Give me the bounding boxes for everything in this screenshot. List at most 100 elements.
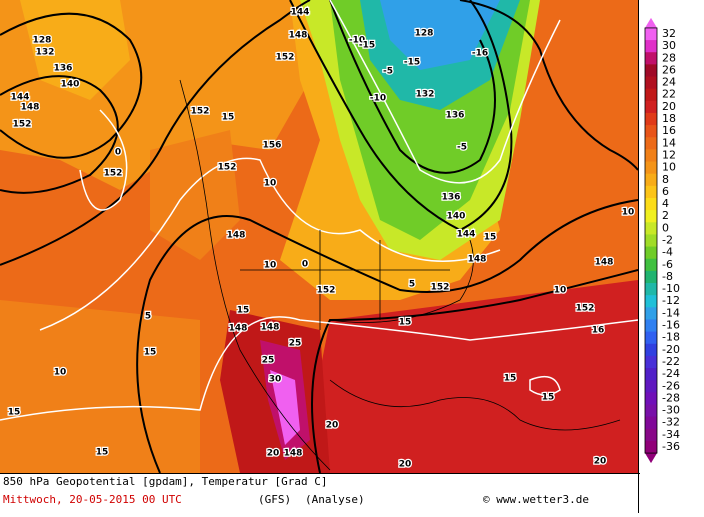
legend-label: -8 — [662, 270, 673, 283]
coastlines — [179, 79, 621, 471]
legend-swatch — [645, 258, 657, 272]
contour-label: 5 — [145, 312, 151, 322]
contour-label: 15 — [237, 306, 250, 316]
contour-label: 128 — [33, 36, 52, 46]
contour-label: -5 — [383, 67, 393, 77]
legend-swatch — [645, 355, 657, 369]
legend-swatch — [645, 161, 657, 175]
caption-model: (GFS) — [258, 493, 291, 506]
legend-label: 24 — [662, 76, 676, 89]
legend-label: -34 — [662, 428, 680, 441]
legend-label: -36 — [662, 440, 680, 453]
contour-label: 15 — [96, 448, 109, 458]
legend-swatch — [645, 173, 657, 187]
contour-label: 0 — [302, 260, 308, 270]
contour-label: 132 — [416, 90, 435, 100]
legend-swatch — [645, 368, 657, 381]
geopotential-contours — [0, 0, 638, 473]
contour-label: 148 — [595, 258, 614, 268]
legend-swatch — [645, 100, 657, 114]
legend-swatch — [645, 404, 657, 418]
legend-label: 12 — [662, 148, 676, 161]
contour-label: 5 — [409, 280, 415, 290]
contour-label: 140 — [447, 212, 466, 222]
legend-swatch — [645, 185, 657, 199]
contour-label: 15 — [504, 374, 517, 384]
legend-swatch — [645, 270, 657, 284]
legend-label: 16 — [662, 124, 676, 137]
legend-label: -30 — [662, 404, 680, 417]
contour-label: 10 — [554, 286, 567, 296]
contour-label: -15 — [404, 58, 420, 68]
contour-label: 148 — [21, 103, 40, 113]
legend-swatch — [645, 331, 657, 345]
contour-label: -10 — [370, 94, 386, 104]
legend-label: -14 — [662, 306, 680, 319]
contour-label: 25 — [262, 356, 275, 366]
legend-label: -24 — [662, 367, 680, 380]
legend-label: -2 — [662, 234, 673, 247]
contour-labels: 1441481521281321361401441481521521521561… — [6, 6, 635, 471]
contour-label: 136 — [442, 193, 461, 203]
legend-label: -6 — [662, 258, 673, 271]
contour-label: 10 — [264, 261, 277, 271]
legend-swatch — [645, 197, 657, 211]
legend-label: 2 — [662, 209, 669, 222]
contour-label: 20 — [267, 449, 280, 459]
contour-label: 152 — [191, 107, 210, 117]
contour-label: 20 — [594, 457, 607, 467]
contour-label: 10 — [54, 368, 67, 378]
contour-label: 128 — [415, 29, 434, 39]
contour-label: -5 — [457, 143, 467, 153]
temperature-contours — [0, 0, 638, 421]
contour-label: 152 — [576, 304, 595, 314]
caption-date: Mittwoch, 20-05-2015 00 UTC — [3, 493, 182, 506]
legend-swatch — [645, 112, 657, 126]
legend-label: -12 — [662, 294, 680, 307]
contour-label: 15 — [542, 393, 555, 403]
legend-swatch — [645, 428, 657, 442]
legend-swatch — [645, 88, 657, 102]
legend-label: -26 — [662, 379, 680, 392]
map — [0, 0, 638, 473]
contour-label: 10 — [264, 179, 277, 189]
legend-swatch — [645, 319, 657, 333]
legend-label: 4 — [662, 197, 669, 210]
legend-label: 0 — [662, 221, 669, 234]
contour-label: 148 — [289, 31, 308, 41]
legend-label: -18 — [662, 331, 680, 344]
legend-label: 10 — [662, 161, 676, 174]
legend-swatch — [645, 416, 657, 430]
contour-label: 148 — [227, 231, 246, 241]
legend-label: -22 — [662, 355, 680, 368]
contour-label: 152 — [13, 120, 32, 130]
legend-label: -28 — [662, 391, 680, 404]
legend-swatch — [645, 307, 657, 320]
contour-label: 16 — [592, 326, 605, 336]
legend-label: -32 — [662, 416, 680, 429]
legend-swatch — [645, 76, 657, 90]
legend-label: 26 — [662, 63, 676, 76]
contour-label: 152 — [218, 163, 237, 173]
contour-label: 148 — [468, 255, 487, 265]
legend-label: 18 — [662, 112, 676, 125]
legend-frame — [644, 27, 658, 454]
legend-label: 8 — [662, 173, 669, 186]
legend-tip — [645, 17, 657, 28]
legend-label: 22 — [662, 88, 676, 101]
color-legend: 32302826242220181614121086420-2-4-6-8-10… — [644, 17, 680, 464]
legend-label: 20 — [662, 100, 676, 113]
caption-title: 850 hPa Geopotential [gpdam], Temperatur… — [3, 475, 328, 488]
legend-label: 30 — [662, 39, 676, 52]
legend-label: -16 — [662, 319, 680, 332]
legend-swatch — [645, 64, 657, 78]
contour-label: 152 — [276, 53, 295, 63]
legend-swatch — [645, 52, 657, 65]
legend-swatch — [645, 246, 657, 260]
legend-label: 6 — [662, 185, 669, 198]
legend-swatch — [645, 210, 657, 223]
contour-label: 0 — [115, 148, 121, 158]
legend-swatch — [645, 295, 657, 308]
legend-swatch — [645, 27, 657, 41]
